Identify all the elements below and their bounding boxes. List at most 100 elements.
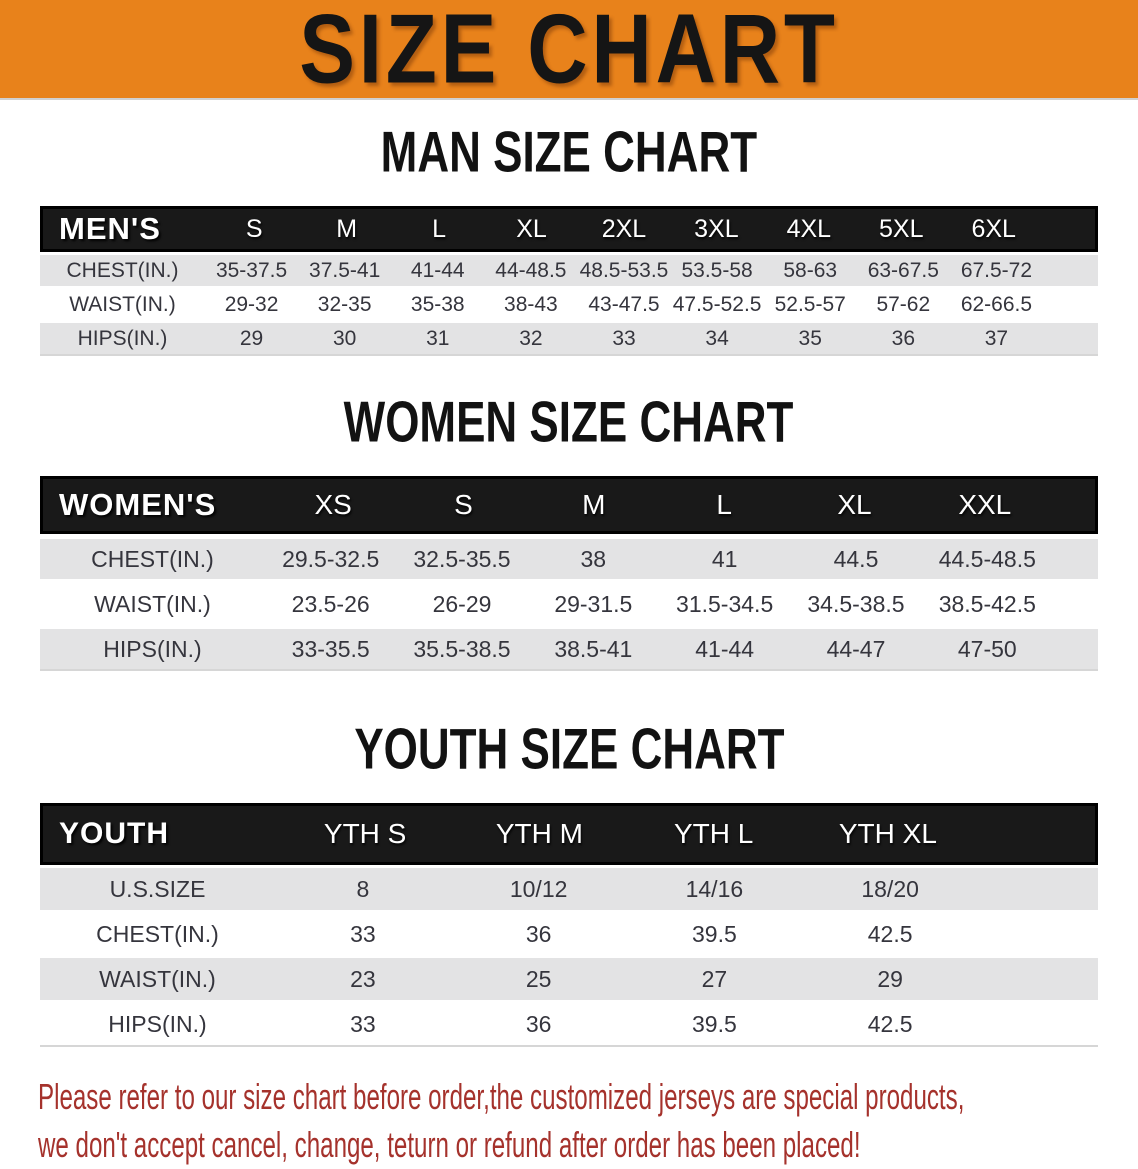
size-value-cell: 25 [525, 965, 552, 992]
women-table-header-label: WOMEN'S [59, 487, 217, 522]
youth-column-headers: YTH S YTH M YTH L YTH XL [278, 818, 1095, 850]
table-row: CHEST(IN.) 35-37.5 37.5-41 41-44 44-48.5 48.5… [40, 255, 1098, 286]
row-values: 29.5-32.5 32.5-35.5 38 41 44.5 44.5-48.5 [265, 546, 1098, 573]
size-value-cell: 34.5-38.5 [807, 590, 905, 617]
column-header: XL [516, 214, 547, 243]
men-section-heading: MAN SIZE CHART [0, 122, 1138, 188]
size-value-cell: 31.5-34.5 [676, 590, 774, 617]
size-value-cell: 32 [519, 326, 543, 350]
row-label: CHEST(IN.) [96, 920, 219, 947]
women-section-heading-text: WOMEN SIZE CHART [344, 389, 794, 455]
size-value-cell: 37.5-41 [309, 258, 381, 282]
column-header: 6XL [971, 214, 1016, 243]
row-values: 8 10/12 14/16 18/20 [275, 876, 1098, 903]
row-label: WAIST(IN.) [69, 292, 176, 316]
size-value-cell: 18/20 [861, 875, 919, 902]
size-value-cell: 8 [356, 875, 370, 902]
youth-table-header-label: YOUTH [59, 817, 169, 850]
size-value-cell: 36 [525, 920, 552, 947]
row-label: HIPS(IN.) [77, 326, 168, 350]
size-value-cell: 33 [350, 920, 376, 947]
size-value-cell: 67.5-72 [960, 258, 1033, 282]
table-row: WAIST(IN.) 23 25 27 29 [40, 958, 1098, 1000]
size-value-cell: 53.5-58 [681, 258, 753, 282]
women-table-body: CHEST(IN.) 29.5-32.5 32.5-35.5 38 41 44.5 44.5… [40, 539, 1098, 669]
table-row: CHEST(IN.) 29.5-32.5 32.5-35.5 38 41 44.5 44.5… [40, 539, 1098, 579]
banner: SIZE CHART [0, 0, 1138, 100]
row-label: WAIST(IN.) [94, 590, 211, 617]
column-header: M [336, 214, 358, 243]
men-section-heading-text: MAN SIZE CHART [380, 119, 758, 185]
men-table-header-label: MEN'S [59, 211, 161, 246]
column-header: YTH M [495, 818, 583, 849]
size-value-cell: 44.5-48.5 [938, 545, 1036, 572]
size-value-cell: 42.5 [867, 920, 913, 947]
youth-section-heading: YOUTH SIZE CHART [0, 719, 1138, 785]
size-value-cell: 26-29 [432, 590, 492, 617]
size-value-cell: 57-62 [876, 292, 931, 316]
men-column-headers: S M L XL 2XL 3XL 4XL 5XL 6XL [208, 215, 1095, 244]
row-values: 23 25 27 29 [275, 966, 1098, 993]
men-size-table: MEN'S S M L XL 2XL 3XL 4XL 5XL 6XL CHEST(IN.) 35-… [40, 206, 1098, 356]
column-header: YTH L [673, 818, 754, 849]
row-label: U.S.SIZE [109, 875, 206, 902]
youth-section: YOUTH SIZE CHART YOUTH YTH S YTH M YTH L YT… [0, 719, 1138, 1047]
size-value-cell: 47.5-52.5 [672, 292, 762, 316]
size-value-cell: 39.5 [691, 920, 737, 947]
table-row: U.S.SIZE 8 10/12 14/16 18/20 [40, 868, 1098, 910]
disclaimer: Please refer to our size chart before or… [0, 1073, 1138, 1169]
size-value-cell: 37 [984, 326, 1009, 350]
size-value-cell: 47-50 [957, 635, 1017, 662]
disclaimer-line-1: Please refer to our size chart before or… [38, 1076, 965, 1117]
size-value-cell: 33 [350, 1010, 376, 1037]
women-section-heading: WOMEN SIZE CHART [0, 392, 1138, 458]
size-value-cell: 33-35.5 [291, 635, 370, 662]
youth-section-heading-text: YOUTH SIZE CHART [353, 716, 785, 782]
size-value-cell: 31 [426, 326, 450, 350]
table-row: HIPS(IN.) 29 30 31 32 33 34 35 36 37 [40, 323, 1098, 354]
women-column-headers: XS S M L XL XXL [268, 489, 1095, 521]
column-header: S [454, 489, 473, 520]
size-value-cell: 23 [350, 965, 376, 992]
table-row: WAIST(IN.) 29-32 32-35 35-38 38-43 43-47.5 47.… [40, 289, 1098, 320]
size-value-cell: 41-44 [410, 258, 465, 282]
size-value-cell: 29 [239, 326, 264, 350]
size-value-cell: 32-35 [317, 292, 372, 316]
column-header: 4XL [786, 214, 832, 243]
youth-table-body: U.S.SIZE 8 10/12 14/16 18/20 CHEST(IN.) 33 36 39… [40, 868, 1098, 1045]
column-header: XXL [958, 489, 1012, 520]
size-value-cell: 29-31.5 [554, 590, 633, 617]
row-values: 33 36 39.5 42.5 [275, 1011, 1098, 1038]
table-row: HIPS(IN.) 33-35.5 35.5-38.5 38.5-41 41-44 44-… [40, 629, 1098, 669]
size-value-cell: 38.5-42.5 [938, 590, 1036, 617]
page-title: SIZE CHART [299, 0, 839, 104]
column-header: L [716, 489, 732, 520]
size-value-cell: 38.5-41 [554, 635, 633, 662]
women-section: WOMEN SIZE CHART WOMEN'S XS S M L XL XXL CHES… [0, 392, 1138, 671]
size-value-cell: 43-47.5 [588, 292, 660, 316]
size-value-cell: 48.5-53.5 [579, 258, 669, 282]
women-size-table: WOMEN'S XS S M L XL XXL CHEST(IN.) 29.5-32.5 32… [40, 476, 1098, 671]
disclaimer-line-2: we don't accept cancel, change, teturn o… [38, 1124, 861, 1165]
size-value-cell: 39.5 [691, 1010, 737, 1037]
size-value-cell: 35 [798, 326, 822, 350]
table-row: CHEST(IN.) 33 36 39.5 42.5 [40, 913, 1098, 955]
table-row: WAIST(IN.) 23.5-26 26-29 29-31.5 31.5-34.5 34… [40, 584, 1098, 624]
size-value-cell: 38-43 [504, 292, 558, 316]
size-value-cell: 52.5-57 [774, 292, 846, 316]
size-value-cell: 42.5 [867, 1010, 913, 1037]
women-table-header-row: WOMEN'S XS S M L XL XXL [40, 476, 1098, 534]
size-value-cell: 36 [891, 326, 915, 350]
column-header: 3XL [694, 214, 739, 243]
size-value-cell: 35.5-38.5 [413, 635, 511, 662]
size-value-cell: 44-48.5 [495, 258, 567, 282]
size-value-cell: 23.5-26 [291, 590, 370, 617]
column-header: YTH XL [838, 818, 937, 849]
column-header: XS [314, 489, 352, 520]
table-row: HIPS(IN.) 33 36 39.5 42.5 [40, 1003, 1098, 1045]
row-label: HIPS(IN.) [103, 635, 202, 662]
size-value-cell: 33 [612, 326, 636, 350]
size-value-cell: 63-67.5 [867, 258, 939, 282]
column-header: S [245, 214, 263, 243]
